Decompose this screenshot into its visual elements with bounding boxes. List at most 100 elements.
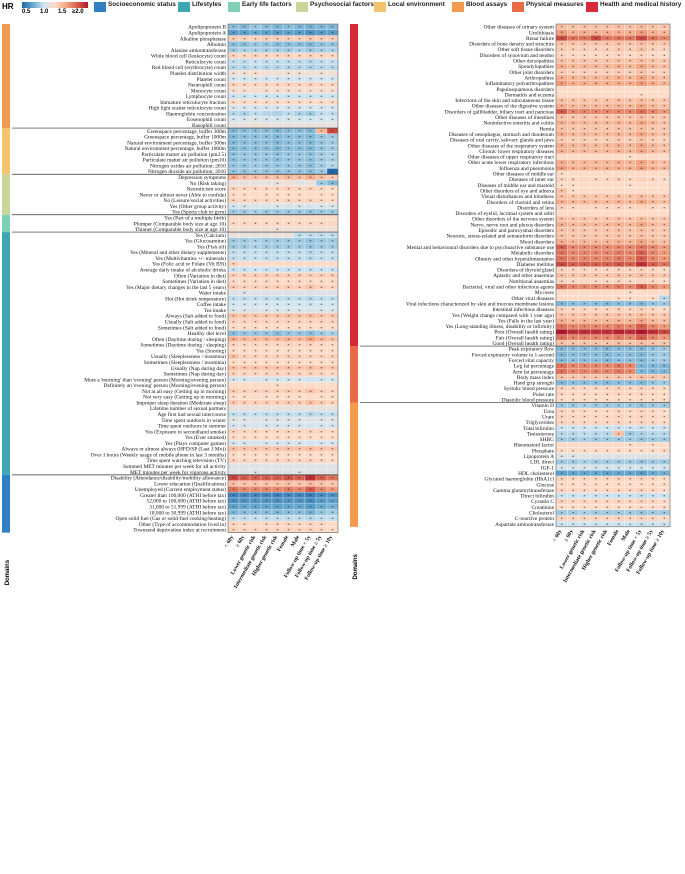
significance-star: * xyxy=(606,132,609,137)
significance-star: * xyxy=(276,152,279,157)
significance-star: * xyxy=(572,387,575,392)
significance-star: * xyxy=(276,106,279,111)
significance-star: * xyxy=(618,138,621,143)
significance-star: * xyxy=(254,245,257,250)
significance-star: * xyxy=(606,511,609,516)
significance-star: * xyxy=(652,432,655,437)
significance-star: * xyxy=(652,59,655,64)
significance-star: * xyxy=(320,54,323,59)
significance-star: * xyxy=(561,245,564,250)
row-label: Nitrogen oxides air pollution; 2010 xyxy=(150,163,226,169)
significance-star: * xyxy=(640,200,643,205)
significance-star: * xyxy=(572,409,575,414)
heat-cell xyxy=(260,179,273,186)
significance-star: * xyxy=(276,528,279,533)
significance-star: * xyxy=(287,129,290,134)
significance-star: * xyxy=(320,141,323,146)
significance-star: * xyxy=(331,297,334,302)
row-label: Yes (Ever smoked) xyxy=(185,434,226,441)
row-label: Other soft tissue disorders xyxy=(498,46,554,53)
significance-star: * xyxy=(618,460,621,465)
significance-star: * xyxy=(663,274,666,279)
heat-cell xyxy=(567,153,579,160)
significance-star: * xyxy=(265,193,268,198)
row-label: Testosterone xyxy=(527,431,555,437)
row-label: Yes (Long-standing illness, disability o… xyxy=(446,323,555,330)
significance-star: * xyxy=(561,488,564,493)
significance-star: * xyxy=(629,161,632,166)
row-label: Other viral diseases xyxy=(511,296,554,302)
significance-star: * xyxy=(618,336,621,341)
significance-star: * xyxy=(265,505,268,510)
significance-star: * xyxy=(287,488,290,493)
heat-cell xyxy=(282,405,295,412)
significance-star: * xyxy=(640,483,643,488)
significance-star: * xyxy=(309,251,312,256)
significance-star: * xyxy=(298,332,301,337)
significance-star: * xyxy=(298,83,301,88)
significance-star: * xyxy=(618,511,621,516)
significance-star: * xyxy=(595,262,598,267)
significance-star: * xyxy=(572,302,575,307)
significance-star: * xyxy=(629,347,632,352)
significance-star: * xyxy=(276,37,279,42)
significance-star: * xyxy=(232,320,235,325)
heat-cell xyxy=(647,187,659,194)
significance-star: * xyxy=(276,204,279,209)
row-label: Usually (Nap during day) xyxy=(171,365,226,372)
color-scale-tick: 0.5 xyxy=(22,9,31,15)
significance-star: * xyxy=(595,426,598,431)
significance-star: * xyxy=(640,245,643,250)
significance-star: * xyxy=(640,398,643,403)
heat-cell xyxy=(635,176,648,183)
row-label: Other acute lower respiratory infections xyxy=(468,159,554,166)
significance-star: * xyxy=(265,77,268,82)
row-label: Gamma glutamyltransferase xyxy=(493,487,555,494)
significance-star: * xyxy=(572,325,575,330)
significance-star: * xyxy=(265,187,268,192)
row-label: Mental and behavioural disorders due to … xyxy=(407,245,555,251)
significance-star: * xyxy=(561,432,564,437)
significance-star: * xyxy=(561,234,564,239)
significance-star: * xyxy=(595,223,598,228)
significance-star: * xyxy=(276,147,279,152)
significance-star: * xyxy=(606,494,609,499)
row-label: High light scatter reticulocyte count xyxy=(148,106,226,112)
significance-star: * xyxy=(640,381,643,386)
significance-star: * xyxy=(331,459,334,464)
significance-star: * xyxy=(583,500,586,505)
significance-star: * xyxy=(663,99,666,104)
significance-star: * xyxy=(640,313,643,318)
heat-cell xyxy=(304,405,317,412)
significance-star: * xyxy=(652,138,655,143)
significance-star: * xyxy=(629,432,632,437)
significance-star: * xyxy=(309,239,312,244)
row-label: Disorders of bone density and structure xyxy=(469,41,554,48)
significance-star: * xyxy=(606,505,609,510)
row-label: Diseases of inner ear xyxy=(509,176,554,183)
heat-cell xyxy=(601,91,614,98)
significance-star: * xyxy=(320,499,323,504)
significance-star: * xyxy=(618,245,621,250)
significance-star: * xyxy=(243,152,246,157)
significance-star: * xyxy=(629,268,632,273)
significance-star: * xyxy=(629,234,632,239)
significance-star: * xyxy=(232,66,235,71)
significance-star: * xyxy=(663,483,666,488)
row-label: Alkaline phosphatase xyxy=(180,36,227,42)
significance-star: * xyxy=(265,517,268,522)
significance-star: * xyxy=(232,43,235,48)
significance-star: * xyxy=(287,349,290,354)
significance-star: * xyxy=(276,129,279,134)
significance-star: * xyxy=(572,347,575,352)
significance-star: * xyxy=(320,66,323,71)
significance-star: * xyxy=(254,95,257,100)
significance-star: * xyxy=(232,256,235,261)
significance-star: * xyxy=(309,499,312,504)
heat-cell xyxy=(567,295,579,301)
row-label: Fair (Overall health rating) xyxy=(496,334,554,341)
heat-cell xyxy=(271,468,284,475)
significance-star: * xyxy=(618,274,621,279)
significance-star: * xyxy=(232,268,235,273)
row-label: Neutrophill count xyxy=(188,83,227,89)
